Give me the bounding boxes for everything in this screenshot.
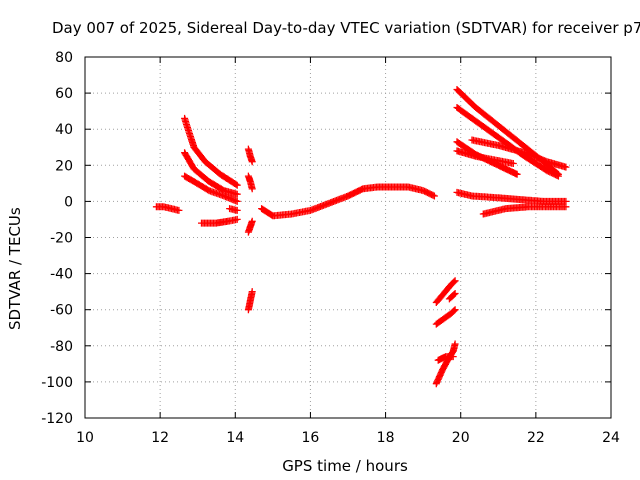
x-tick-label: 22: [527, 430, 545, 446]
series-arc-9: [244, 217, 256, 236]
x-axis-label: GPS time / hours: [282, 457, 408, 475]
marker-points: [434, 353, 457, 364]
x-tick-label: 16: [302, 430, 320, 446]
y-axis-label: SDTVAR / TECUs: [6, 207, 24, 330]
marker-points: [432, 306, 459, 328]
series-arc-11: [258, 183, 438, 220]
series-arc-20: [432, 306, 459, 328]
marker-points: [445, 290, 459, 303]
series-arc-15: [468, 136, 570, 171]
y-tick-label: 60: [55, 86, 73, 102]
marker-points: [453, 147, 517, 167]
y-tick-label: 0: [64, 194, 73, 210]
marker-points: [181, 114, 241, 189]
marker-points: [468, 136, 570, 171]
series-arc-16: [453, 147, 517, 167]
marker-points: [181, 149, 241, 198]
y-tick-label: -40: [50, 267, 73, 283]
grid-layer: [85, 57, 611, 418]
y-tick-label: 80: [55, 50, 73, 66]
marker-points: [181, 172, 241, 205]
y-tick-label: -20: [50, 231, 73, 247]
series-arc-17: [453, 188, 570, 205]
series-arc-8: [244, 172, 256, 193]
marker-points: [226, 205, 241, 214]
series-arc-1: [152, 203, 183, 214]
y-tick-label: -100: [41, 375, 73, 391]
series-arc-5: [198, 215, 241, 227]
x-tick-label: 24: [602, 430, 620, 446]
y-tick-label: 40: [55, 122, 73, 138]
series-arc-6: [226, 205, 241, 214]
series-arc-23: [445, 290, 459, 303]
series-arc-21: [432, 340, 459, 388]
series-arc-22: [434, 353, 457, 364]
marker-points: [244, 145, 256, 166]
data-layer: [152, 86, 570, 388]
series-arc-18: [479, 203, 570, 218]
series-arc-10: [244, 288, 256, 314]
series-arc-4: [181, 172, 241, 205]
series-arc-7: [244, 145, 256, 166]
x-tick-label: 12: [151, 430, 169, 446]
y-tick-label: -80: [50, 339, 73, 355]
marker-points: [258, 183, 438, 220]
x-tick-label: 14: [226, 430, 244, 446]
marker-points: [432, 277, 459, 306]
marker-points: [152, 203, 183, 214]
y-tick-label: -60: [50, 303, 73, 319]
marker-points: [198, 215, 241, 227]
chart-title: Day 007 of 2025, Sidereal Day-to-day VTE…: [52, 19, 640, 37]
series-arc-3: [181, 149, 241, 198]
series-arc-19: [432, 277, 459, 306]
marker-points: [432, 340, 459, 388]
marker-points: [244, 288, 256, 314]
marker-points: [244, 172, 256, 193]
x-tick-label: 18: [377, 430, 395, 446]
series-arc-2: [181, 114, 241, 189]
marker-points: [479, 203, 570, 218]
marker-points: [244, 217, 256, 236]
tick-layer: 10 12 14 16 18 20 22 24 -120 -100 -80 -60 -40 -20 0 20 4…: [41, 50, 620, 446]
y-tick-label: -120: [41, 411, 73, 427]
y-tick-label: 20: [55, 158, 73, 174]
x-tick-label: 10: [76, 430, 94, 446]
x-tick-label: 20: [452, 430, 470, 446]
plot-frame: [84, 56, 612, 419]
marker-points: [453, 188, 570, 205]
